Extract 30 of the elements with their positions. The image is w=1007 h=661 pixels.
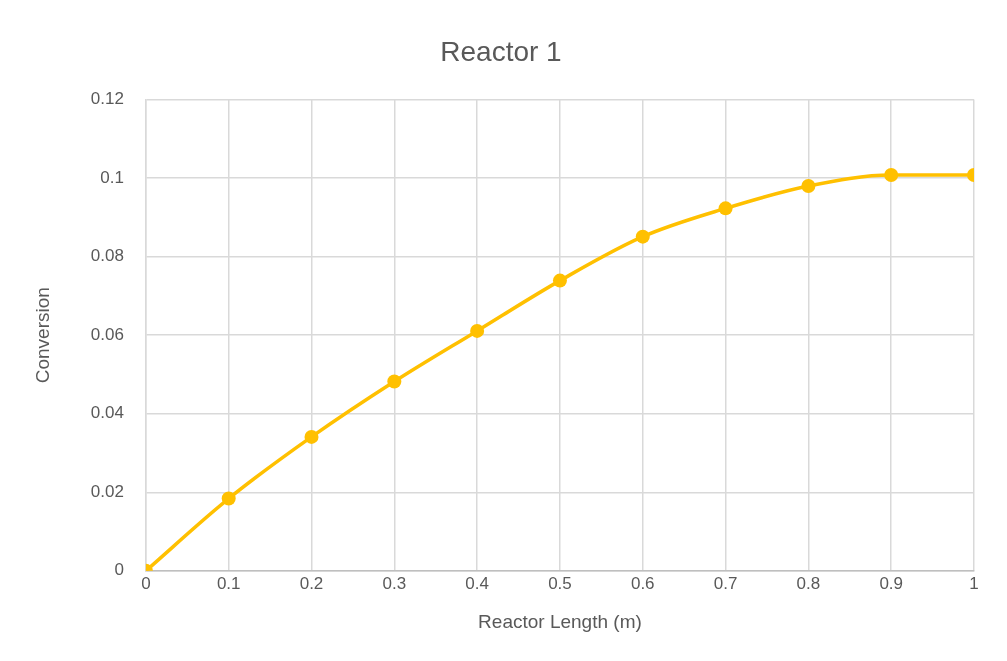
x-tick-label: 0.5 <box>548 573 572 593</box>
y-tick-label: 0.04 <box>90 403 124 423</box>
point <box>718 201 733 216</box>
point <box>884 167 899 182</box>
y-tick-label: 0.02 <box>90 481 124 501</box>
point <box>221 491 236 506</box>
y-tick-label: 0.12 <box>90 89 124 109</box>
y-tick-label: 0.08 <box>90 246 124 266</box>
x-tick-label: 0.8 <box>796 573 821 593</box>
x-tick-label: 0.9 <box>879 573 904 593</box>
y-tick-label: 0.06 <box>90 324 124 344</box>
x-tick-label: 0.2 <box>299 573 324 593</box>
point <box>387 374 402 389</box>
y-axis-title: Conversion <box>31 287 53 384</box>
point <box>635 229 650 244</box>
point <box>801 178 816 193</box>
point <box>470 323 485 338</box>
x-tick-label: 0.7 <box>713 573 738 593</box>
point <box>304 429 319 444</box>
x-tick-label: 1 <box>969 573 979 593</box>
x-tick-label: 0.6 <box>630 573 655 593</box>
y-tick-label: 0 <box>114 560 124 580</box>
chart-title: Reactor 1 <box>440 35 562 67</box>
x-tick-label: 0.1 <box>216 573 241 593</box>
point <box>552 273 567 288</box>
x-axis-title: Reactor Length (m) <box>478 610 642 632</box>
x-tick-label: 0.4 <box>465 573 489 593</box>
y-tick-label: 0.1 <box>100 167 124 187</box>
x-tick-label: 0 <box>141 573 151 593</box>
x-tick-label: 0.3 <box>382 573 407 593</box>
